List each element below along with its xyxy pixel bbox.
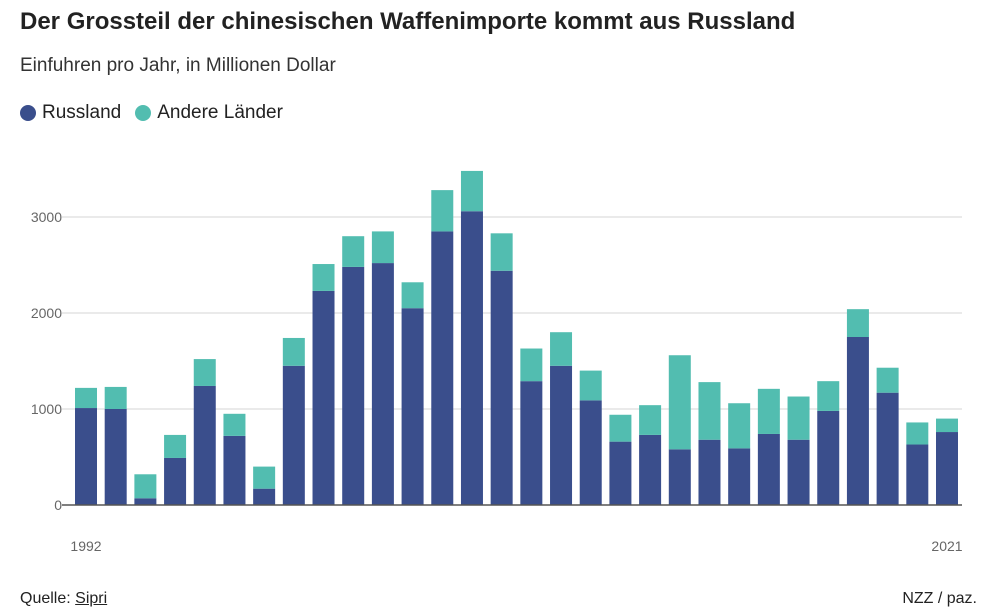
bar-andere-länder-1999 bbox=[282, 337, 305, 366]
legend-swatch-andere bbox=[135, 105, 152, 121]
bar-russland-2017 bbox=[817, 410, 840, 505]
bar-russland-2019 bbox=[876, 392, 899, 505]
bar-andere-länder-2002 bbox=[371, 231, 394, 264]
bar-andere-länder-2012 bbox=[668, 355, 691, 450]
bar-andere-länder-1993 bbox=[104, 386, 127, 409]
x-tick-label: 1992 bbox=[70, 538, 101, 554]
y-tick-label: 1000 bbox=[31, 401, 62, 417]
x-tick-label: 2021 bbox=[931, 538, 962, 554]
bar-andere-länder-1997 bbox=[223, 413, 246, 436]
legend-item-russland: Russland bbox=[20, 102, 121, 124]
legend-item-andere: Andere Länder bbox=[135, 102, 283, 124]
bar-russland-1994 bbox=[134, 498, 157, 505]
chart-title: Der Grossteil der chinesischen Waffenimp… bbox=[20, 8, 796, 35]
bar-andere-länder-1994 bbox=[134, 474, 157, 499]
bar-andere-länder-2017 bbox=[817, 381, 840, 411]
bar-russland-2010 bbox=[609, 441, 632, 505]
bar-russland-2011 bbox=[639, 434, 662, 505]
bar-russland-2012 bbox=[668, 449, 691, 505]
bar-andere-länder-2011 bbox=[639, 405, 662, 435]
bar-andere-länder-2015 bbox=[757, 388, 780, 434]
legend-label: Andere Länder bbox=[157, 102, 283, 123]
bar-russland-1998 bbox=[253, 488, 276, 505]
bar-russland-2005 bbox=[460, 211, 483, 506]
bar-russland-2016 bbox=[787, 439, 810, 505]
bar-russland-1993 bbox=[104, 409, 127, 505]
bar-russland-1995 bbox=[164, 457, 187, 505]
bar-andere-länder-2021 bbox=[936, 418, 958, 433]
y-tick-label: 0 bbox=[54, 497, 62, 513]
source: Quelle: Sipri bbox=[20, 590, 107, 608]
chart-subtitle: Einfuhren pro Jahr, in Millionen Dollar bbox=[20, 55, 336, 76]
bar-andere-länder-2006 bbox=[490, 233, 513, 271]
bar-andere-länder-1998 bbox=[253, 466, 276, 489]
bar-russland-2021 bbox=[936, 432, 958, 505]
bar-andere-länder-2020 bbox=[906, 422, 929, 445]
bar-andere-länder-2014 bbox=[728, 403, 751, 449]
bar-russland-2000 bbox=[312, 290, 335, 505]
bar-andere-länder-2005 bbox=[460, 170, 483, 212]
bar-russland-2013 bbox=[698, 439, 721, 505]
bar-andere-länder-2008 bbox=[550, 332, 573, 366]
bar-andere-länder-2019 bbox=[876, 367, 899, 393]
bar-andere-länder-2000 bbox=[312, 264, 335, 291]
bar-russland-1999 bbox=[282, 365, 305, 505]
bar-russland-1996 bbox=[193, 385, 216, 505]
bar-andere-länder-2003 bbox=[401, 282, 424, 309]
bar-russland-2018 bbox=[846, 337, 869, 505]
source-label: Quelle: bbox=[20, 590, 71, 607]
legend: Russland Andere Länder bbox=[20, 102, 283, 124]
bar-andere-länder-1996 bbox=[193, 359, 216, 386]
legend-swatch-russland bbox=[20, 105, 36, 121]
bar-andere-länder-2018 bbox=[846, 309, 869, 337]
bar-russland-2009 bbox=[579, 400, 602, 505]
source-link[interactable]: Sipri bbox=[75, 590, 108, 607]
bar-andere-länder-2016 bbox=[787, 396, 810, 440]
bar-russland-2008 bbox=[550, 365, 573, 505]
bar-russland-2015 bbox=[757, 433, 780, 505]
bar-russland-2004 bbox=[431, 231, 454, 505]
bar-andere-länder-2007 bbox=[520, 348, 543, 382]
bar-andere-länder-1992 bbox=[75, 387, 97, 409]
y-tick-label: 3000 bbox=[31, 209, 62, 225]
bar-russland-2001 bbox=[342, 266, 365, 505]
bar-andere-länder-2010 bbox=[609, 414, 632, 442]
bar-andere-länder-2004 bbox=[431, 190, 454, 232]
bar-russland-2003 bbox=[401, 308, 424, 505]
bar-andere-länder-2009 bbox=[579, 370, 602, 401]
bar-andere-länder-2001 bbox=[342, 236, 365, 267]
bar-russland-2002 bbox=[371, 263, 394, 505]
bar-russland-2007 bbox=[520, 381, 543, 505]
bar-andere-länder-2013 bbox=[698, 382, 721, 440]
bar-russland-2014 bbox=[728, 448, 751, 505]
legend-label: Russland bbox=[42, 102, 122, 123]
bar-russland-2020 bbox=[906, 444, 929, 505]
bar-russland-1997 bbox=[223, 435, 246, 505]
credit: NZZ / paz. bbox=[902, 590, 977, 607]
bar-russland-2006 bbox=[490, 270, 513, 505]
bar-russland-1992 bbox=[75, 408, 97, 505]
bar-andere-länder-1995 bbox=[164, 434, 187, 458]
y-tick-label: 2000 bbox=[31, 305, 62, 321]
